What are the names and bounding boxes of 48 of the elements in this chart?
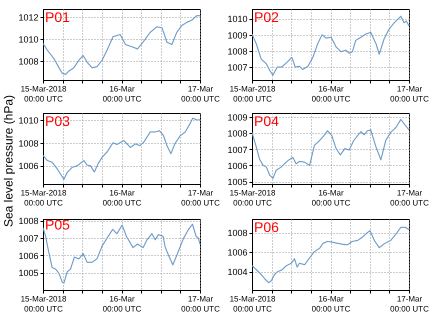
y-tick-label: 1010 bbox=[18, 34, 38, 44]
y-tick-label: 1010 bbox=[18, 115, 38, 126]
x-tick-label: 16-Mar 00:00 UTC bbox=[312, 84, 351, 104]
x-tick-label: 16-Mar 00:00 UTC bbox=[102, 188, 142, 208]
x-tick-label: 16-Mar 00:00 UTC bbox=[312, 188, 351, 208]
chart-title: P01 bbox=[45, 9, 70, 25]
y-axis-title: Sea level pressure (hPa) bbox=[1, 94, 16, 228]
y-tick-label: 1005 bbox=[227, 177, 248, 188]
x-tick-label: 17-Mar 00:00 UTC bbox=[181, 188, 220, 208]
x-tick-label: 16-Mar 00:00 UTC bbox=[312, 294, 351, 314]
x-tick-label: 17-Mar 00:00 UTC bbox=[181, 294, 220, 314]
x-tick-label: 15-Mar-2018 00:00 UTC bbox=[20, 294, 67, 314]
y-tick-label: 1006 bbox=[227, 248, 248, 258]
x-tick-label: 15-Mar-2018 00:00 UTC bbox=[230, 84, 276, 104]
y-tick-label: 1007 bbox=[227, 62, 248, 73]
x-tick-label: 17-Mar 00:00 UTC bbox=[390, 84, 430, 104]
x-tick-label: 17-Mar 00:00 UTC bbox=[390, 294, 430, 314]
chart-title: P04 bbox=[254, 113, 280, 129]
y-tick-label: 1006 bbox=[18, 161, 38, 172]
y-tick-label: 1010 bbox=[227, 14, 248, 24]
y-tick-label: 1008 bbox=[227, 228, 248, 238]
y-tick-label: 1008 bbox=[18, 56, 38, 67]
y-tick-label: 1005 bbox=[18, 268, 38, 278]
y-tick-label: 1012 bbox=[18, 12, 38, 22]
x-tick-label: 15-Mar-2018 00:00 UTC bbox=[20, 188, 67, 208]
y-tick-label: 1008 bbox=[227, 128, 248, 139]
chart-title: P06 bbox=[254, 219, 280, 235]
x-tick-label: 15-Mar-2018 00:00 UTC bbox=[230, 188, 276, 208]
y-tick-label: 1008 bbox=[18, 138, 38, 148]
y-tick-label: 1007 bbox=[18, 234, 38, 244]
y-tick-label: 1004 bbox=[227, 267, 248, 278]
y-tick-label: 1006 bbox=[18, 250, 38, 261]
chart-title: P02 bbox=[254, 9, 280, 25]
y-tick-label: 1007 bbox=[227, 144, 248, 155]
x-tick-label: 16-Mar 00:00 UTC bbox=[102, 84, 142, 104]
x-tick-label: 15-Mar-2018 00:00 UTC bbox=[20, 84, 67, 104]
line-series bbox=[43, 118, 200, 180]
y-tick-label: 1009 bbox=[227, 30, 248, 40]
x-tick-label: 17-Mar 00:00 UTC bbox=[181, 84, 220, 104]
chart-title: P05 bbox=[45, 216, 70, 233]
chart-title: P03 bbox=[45, 113, 70, 129]
y-tick-label: 1006 bbox=[227, 160, 248, 171]
x-tick-label: 17-Mar 00:00 UTC bbox=[390, 188, 430, 208]
x-tick-label: 15-Mar-2018 00:00 UTC bbox=[230, 294, 276, 314]
y-tick-label: 1009 bbox=[227, 112, 248, 123]
y-tick-label: 1008 bbox=[18, 216, 38, 226]
y-tick-label: 1008 bbox=[227, 46, 248, 56]
x-tick-label: 16-Mar 00:00 UTC bbox=[102, 294, 142, 314]
